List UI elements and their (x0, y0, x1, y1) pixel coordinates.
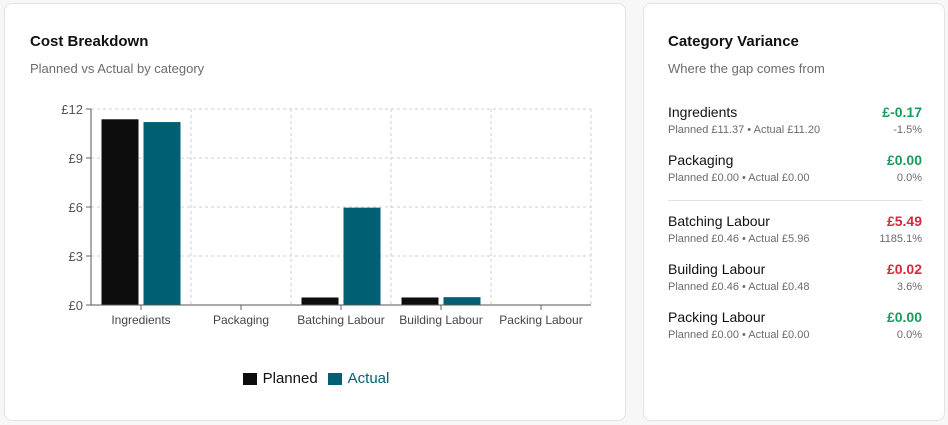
y-tick-label: £9 (69, 151, 83, 166)
x-tick-label: Packaging (213, 313, 269, 327)
variance-row-ingredients: Ingredients £-0.17 Planned £11.37 • Actu… (668, 104, 922, 136)
variance-name: Batching Labour (668, 213, 770, 229)
cost-breakdown-chart: £0 £3 £6 £9 £12 Ingredients Packaging Batching … (61, 102, 592, 327)
category-variance-subtitle: Where the gap comes from (668, 61, 825, 76)
variance-percent: 1185.1% (879, 233, 922, 245)
variance-detail: Planned £0.00 • Actual £0.00 (668, 172, 810, 184)
y-tick-label: £0 (69, 298, 83, 313)
cost-breakdown-card: Cost Breakdown Planned vs Actual by cate… (4, 3, 626, 421)
variance-row-building-labour: Building Labour £0.02 Planned £0.46 • Ac… (668, 261, 922, 293)
variance-row-packaging: Packaging £0.00 Planned £0.00 • Actual £… (668, 152, 922, 184)
variance-name: Building Labour (668, 261, 766, 277)
x-tick-label: Building Labour (399, 313, 482, 327)
variance-detail: Planned £0.46 • Actual £5.96 (668, 233, 810, 245)
bar-actual-batching-labour (343, 207, 381, 305)
variance-detail: Planned £11.37 • Actual £11.20 (668, 124, 821, 136)
legend-label-actual: Actual (347, 370, 390, 387)
x-tick-label: Ingredients (111, 313, 170, 327)
variance-amount: £0.00 (886, 152, 922, 168)
y-tick-label: £6 (69, 200, 83, 215)
category-variance-title: Category Variance (668, 33, 799, 50)
cost-breakdown-subtitle: Planned vs Actual by category (30, 61, 205, 76)
legend-label-planned: Planned (262, 370, 318, 387)
bar-planned-ingredients (101, 119, 139, 305)
variance-amount: £0.00 (886, 309, 922, 325)
variance-amount: £-0.17 (882, 104, 922, 120)
y-tick-label: £12 (61, 102, 83, 117)
variance-percent: 0.0% (896, 329, 922, 341)
variance-name: Packing Labour (668, 309, 766, 325)
legend-swatch-planned (242, 372, 257, 385)
variance-amount: £5.49 (886, 213, 922, 229)
chart-legend: Planned Actual (5, 370, 627, 387)
x-tick-label: Batching Labour (297, 313, 384, 327)
variance-detail: Planned £0.46 • Actual £0.48 (668, 281, 810, 293)
x-tick-label: Packing Labour (499, 313, 582, 327)
legend-item-planned[interactable]: Planned (242, 370, 318, 387)
variance-row-packing-labour: Packing Labour £0.00 Planned £0.00 • Act… (668, 309, 922, 341)
variance-percent: 3.6% (896, 281, 922, 293)
variance-divider (668, 200, 922, 201)
category-variance-card: Category Variance Where the gap comes fr… (643, 3, 945, 421)
bar-planned-building-labour (401, 297, 439, 305)
bar-actual-ingredients (143, 122, 181, 305)
y-tick-label: £3 (69, 249, 83, 264)
legend-swatch-actual (327, 372, 342, 385)
variance-percent: -1.5% (893, 124, 922, 136)
bar-actual-building-labour (443, 297, 481, 305)
variance-percent: 0.0% (896, 172, 922, 184)
variance-row-batching-labour: Batching Labour £5.49 Planned £0.46 • Ac… (668, 213, 922, 245)
variance-amount: £0.02 (886, 261, 922, 277)
legend-item-actual[interactable]: Actual (327, 370, 390, 387)
variance-detail: Planned £0.00 • Actual £0.00 (668, 329, 810, 341)
variance-name: Ingredients (668, 104, 738, 120)
cost-breakdown-title: Cost Breakdown (30, 33, 149, 50)
variance-name: Packaging (668, 152, 734, 168)
bar-planned-batching-labour (301, 297, 339, 305)
